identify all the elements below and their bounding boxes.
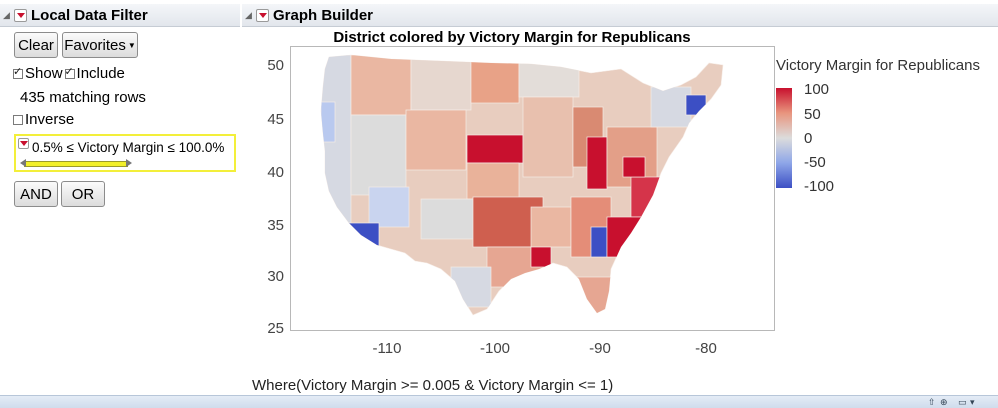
include-label: Include: [76, 65, 125, 82]
favorites-button[interactable]: Favorites ▼: [62, 32, 138, 58]
west-coast-districts[interactable]: [321, 55, 352, 246]
dropdown-arrow-icon[interactable]: ▾: [970, 397, 975, 407]
district[interactable]: [350, 114, 407, 196]
and-button[interactable]: AND: [14, 181, 58, 207]
y-tick-label: 45: [267, 111, 284, 128]
graph-builder-panel: ◢ Graph Builder District colored by Vict…: [242, 0, 998, 395]
scroll-up-icon[interactable]: ⇧: [928, 397, 936, 407]
district[interactable]: [470, 60, 520, 104]
district[interactable]: [466, 162, 520, 200]
district[interactable]: [622, 156, 646, 178]
district[interactable]: [450, 266, 492, 308]
district[interactable]: [606, 216, 648, 258]
district[interactable]: [405, 109, 467, 171]
district-map[interactable]: [291, 47, 775, 331]
pin-icon[interactable]: ⊕: [940, 397, 948, 407]
district[interactable]: [321, 101, 336, 143]
district[interactable]: [420, 198, 482, 240]
legend-title: Victory Margin for Republicans: [776, 57, 980, 74]
legend-tick-label: 0: [804, 130, 813, 147]
district[interactable]: [630, 176, 672, 218]
slider-max-handle[interactable]: [126, 159, 132, 167]
plot-area[interactable]: [290, 46, 775, 331]
or-button-label: OR: [71, 185, 95, 203]
red-triangle-menu-icon[interactable]: [14, 8, 27, 22]
y-tick-label: 30: [267, 268, 284, 285]
district[interactable]: [586, 136, 608, 190]
slider-track[interactable]: [24, 161, 128, 167]
district[interactable]: [410, 55, 472, 111]
district[interactable]: [350, 55, 412, 116]
filter-title-bar: ◢ Local Data Filter: [0, 4, 240, 27]
district[interactable]: [522, 96, 574, 178]
graph-panel-title: Graph Builder: [273, 6, 374, 24]
x-tick-label: -100: [479, 340, 511, 357]
slider-min-handle[interactable]: [20, 159, 26, 167]
range-slider[interactable]: [20, 159, 132, 167]
legend-tick-label: -100: [804, 178, 835, 195]
inverse-label: Inverse: [25, 111, 75, 128]
show-include-row: Show Include: [13, 65, 125, 82]
x-tick-label: -90: [589, 340, 611, 357]
or-button[interactable]: OR: [61, 181, 105, 207]
y-tick-label: 40: [267, 164, 284, 181]
y-tick-label: 25: [267, 320, 284, 337]
district[interactable]: [685, 94, 707, 116]
district[interactable]: [530, 246, 552, 268]
legend-color-scale: [776, 88, 792, 188]
clear-button-label: Clear: [18, 36, 54, 54]
x-tick-label: -110: [372, 340, 402, 357]
red-triangle-menu-icon[interactable]: [256, 8, 269, 22]
window-icon[interactable]: ▭: [958, 397, 967, 407]
district[interactable]: [530, 206, 572, 248]
district[interactable]: [590, 226, 608, 258]
victory-margin-filter: 0.5% ≤ Victory Margin ≤ 100.0%: [14, 134, 236, 172]
graph-title-bar: ◢ Graph Builder: [242, 4, 998, 27]
collapse-icon[interactable]: ◢: [245, 9, 252, 20]
district[interactable]: [466, 134, 524, 164]
legend-tick-label: -50: [804, 154, 826, 171]
include-checkbox[interactable]: [64, 65, 75, 79]
show-checkbox[interactable]: [13, 65, 23, 79]
legend-tick-label: 100: [804, 81, 830, 98]
show-label: Show: [25, 65, 63, 82]
district[interactable]: [368, 186, 410, 228]
legend-gradient-bar: [776, 88, 792, 188]
dropdown-arrow-icon: ▼: [127, 40, 136, 50]
range-label[interactable]: 0.5% ≤ Victory Margin ≤ 100.0%: [32, 140, 225, 155]
inverse-checkbox[interactable]: [13, 114, 23, 125]
where-clause: Where(Victory Margin >= 0.005 & Victory …: [252, 377, 614, 394]
x-tick-label: -80: [695, 340, 717, 357]
clear-button[interactable]: Clear: [14, 32, 58, 58]
y-tick-label: 35: [267, 217, 284, 234]
chart-title: District colored by Victory Margin for R…: [333, 29, 691, 46]
filter-menu-icon[interactable]: [18, 138, 29, 149]
inverse-row: Inverse: [13, 111, 74, 128]
and-button-label: AND: [20, 185, 52, 203]
y-tick-label: 50: [267, 57, 284, 74]
status-bar: ⇧ ⊕ ▭ ▾: [0, 395, 998, 408]
local-data-filter-panel: ◢ Local Data Filter Clear Favorites ▼ Sh…: [0, 0, 242, 395]
matching-rows-text: 435 matching rows: [20, 89, 146, 106]
district[interactable]: [650, 86, 692, 128]
legend-tick-label: 50: [804, 106, 821, 123]
collapse-icon[interactable]: ◢: [3, 9, 10, 20]
filter-panel-title: Local Data Filter: [31, 6, 148, 24]
district[interactable]: [570, 276, 612, 317]
favorites-button-label: Favorites: [64, 36, 126, 54]
district[interactable]: [348, 222, 380, 254]
district[interactable]: [518, 60, 580, 98]
